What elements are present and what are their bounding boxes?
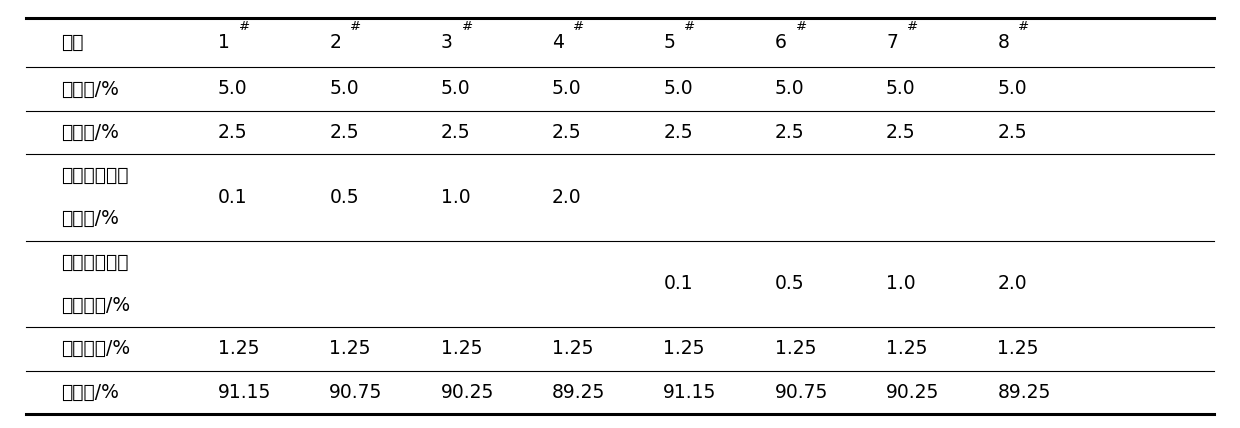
Text: 1.0: 1.0 xyxy=(440,188,470,207)
Text: 1.25: 1.25 xyxy=(552,339,594,358)
Text: 氨基三亚甲基: 氨基三亚甲基 xyxy=(61,253,128,272)
Text: 1.25: 1.25 xyxy=(775,339,816,358)
Text: 4: 4 xyxy=(552,33,564,52)
Text: 1.25: 1.25 xyxy=(997,339,1039,358)
Text: 90.25: 90.25 xyxy=(887,383,940,402)
Text: 酸四鈉/%: 酸四鈉/% xyxy=(61,209,119,229)
Text: 氢氧化鈕/%: 氢氧化鈕/% xyxy=(61,339,130,358)
Text: #: # xyxy=(239,20,250,33)
Text: 1.0: 1.0 xyxy=(887,274,915,294)
Text: 2.0: 2.0 xyxy=(552,188,582,207)
Text: 2.5: 2.5 xyxy=(663,123,693,142)
Text: 90.25: 90.25 xyxy=(440,383,494,402)
Text: 3: 3 xyxy=(440,33,453,52)
Text: 89.25: 89.25 xyxy=(552,383,605,402)
Text: 5.0: 5.0 xyxy=(887,80,915,98)
Text: 2.5: 2.5 xyxy=(330,123,358,142)
Text: 5.0: 5.0 xyxy=(440,80,470,98)
Text: 1.25: 1.25 xyxy=(218,339,259,358)
Text: 2.5: 2.5 xyxy=(997,123,1027,142)
Text: 1.25: 1.25 xyxy=(663,339,704,358)
Text: 1.25: 1.25 xyxy=(887,339,928,358)
Text: 序号: 序号 xyxy=(61,33,83,52)
Text: #: # xyxy=(1018,20,1029,33)
Text: 91.15: 91.15 xyxy=(663,383,717,402)
Text: 2: 2 xyxy=(330,33,341,52)
Text: 5.0: 5.0 xyxy=(218,80,248,98)
Text: 葡萄糖/%: 葡萄糖/% xyxy=(61,123,119,142)
Text: 7: 7 xyxy=(887,33,898,52)
Text: 5.0: 5.0 xyxy=(997,80,1027,98)
Text: 1: 1 xyxy=(218,33,229,52)
Text: 0.1: 0.1 xyxy=(663,274,693,294)
Text: 0.5: 0.5 xyxy=(330,188,358,207)
Text: 2.5: 2.5 xyxy=(887,123,915,142)
Text: 自来水/%: 自来水/% xyxy=(61,383,119,402)
Text: 膚酸四鈕/%: 膚酸四鈕/% xyxy=(61,296,130,315)
Text: 8: 8 xyxy=(997,33,1009,52)
Text: #: # xyxy=(350,20,361,33)
Text: 2.5: 2.5 xyxy=(218,123,248,142)
Text: 5.0: 5.0 xyxy=(775,80,805,98)
Text: 5.0: 5.0 xyxy=(330,80,358,98)
Text: #: # xyxy=(573,20,584,33)
Text: 2.0: 2.0 xyxy=(997,274,1027,294)
Text: 90.75: 90.75 xyxy=(775,383,828,402)
Text: 5.0: 5.0 xyxy=(663,80,693,98)
Text: 羟基乙叉二磷: 羟基乙叉二磷 xyxy=(61,166,128,185)
Text: 0.1: 0.1 xyxy=(218,188,248,207)
Text: 6: 6 xyxy=(775,33,786,52)
Text: 2.5: 2.5 xyxy=(775,123,805,142)
Text: 5.0: 5.0 xyxy=(552,80,582,98)
Text: 2.5: 2.5 xyxy=(552,123,582,142)
Text: 90.75: 90.75 xyxy=(330,383,383,402)
Text: 1.25: 1.25 xyxy=(440,339,482,358)
Text: #: # xyxy=(796,20,807,33)
Text: 硫化黑/%: 硫化黑/% xyxy=(61,80,119,98)
Text: 0.5: 0.5 xyxy=(775,274,805,294)
Text: 1.25: 1.25 xyxy=(330,339,371,358)
Text: #: # xyxy=(461,20,472,33)
Text: 5: 5 xyxy=(663,33,675,52)
Text: #: # xyxy=(906,20,918,33)
Text: 91.15: 91.15 xyxy=(218,383,272,402)
Text: #: # xyxy=(684,20,696,33)
Text: 2.5: 2.5 xyxy=(440,123,470,142)
Text: 89.25: 89.25 xyxy=(997,383,1050,402)
